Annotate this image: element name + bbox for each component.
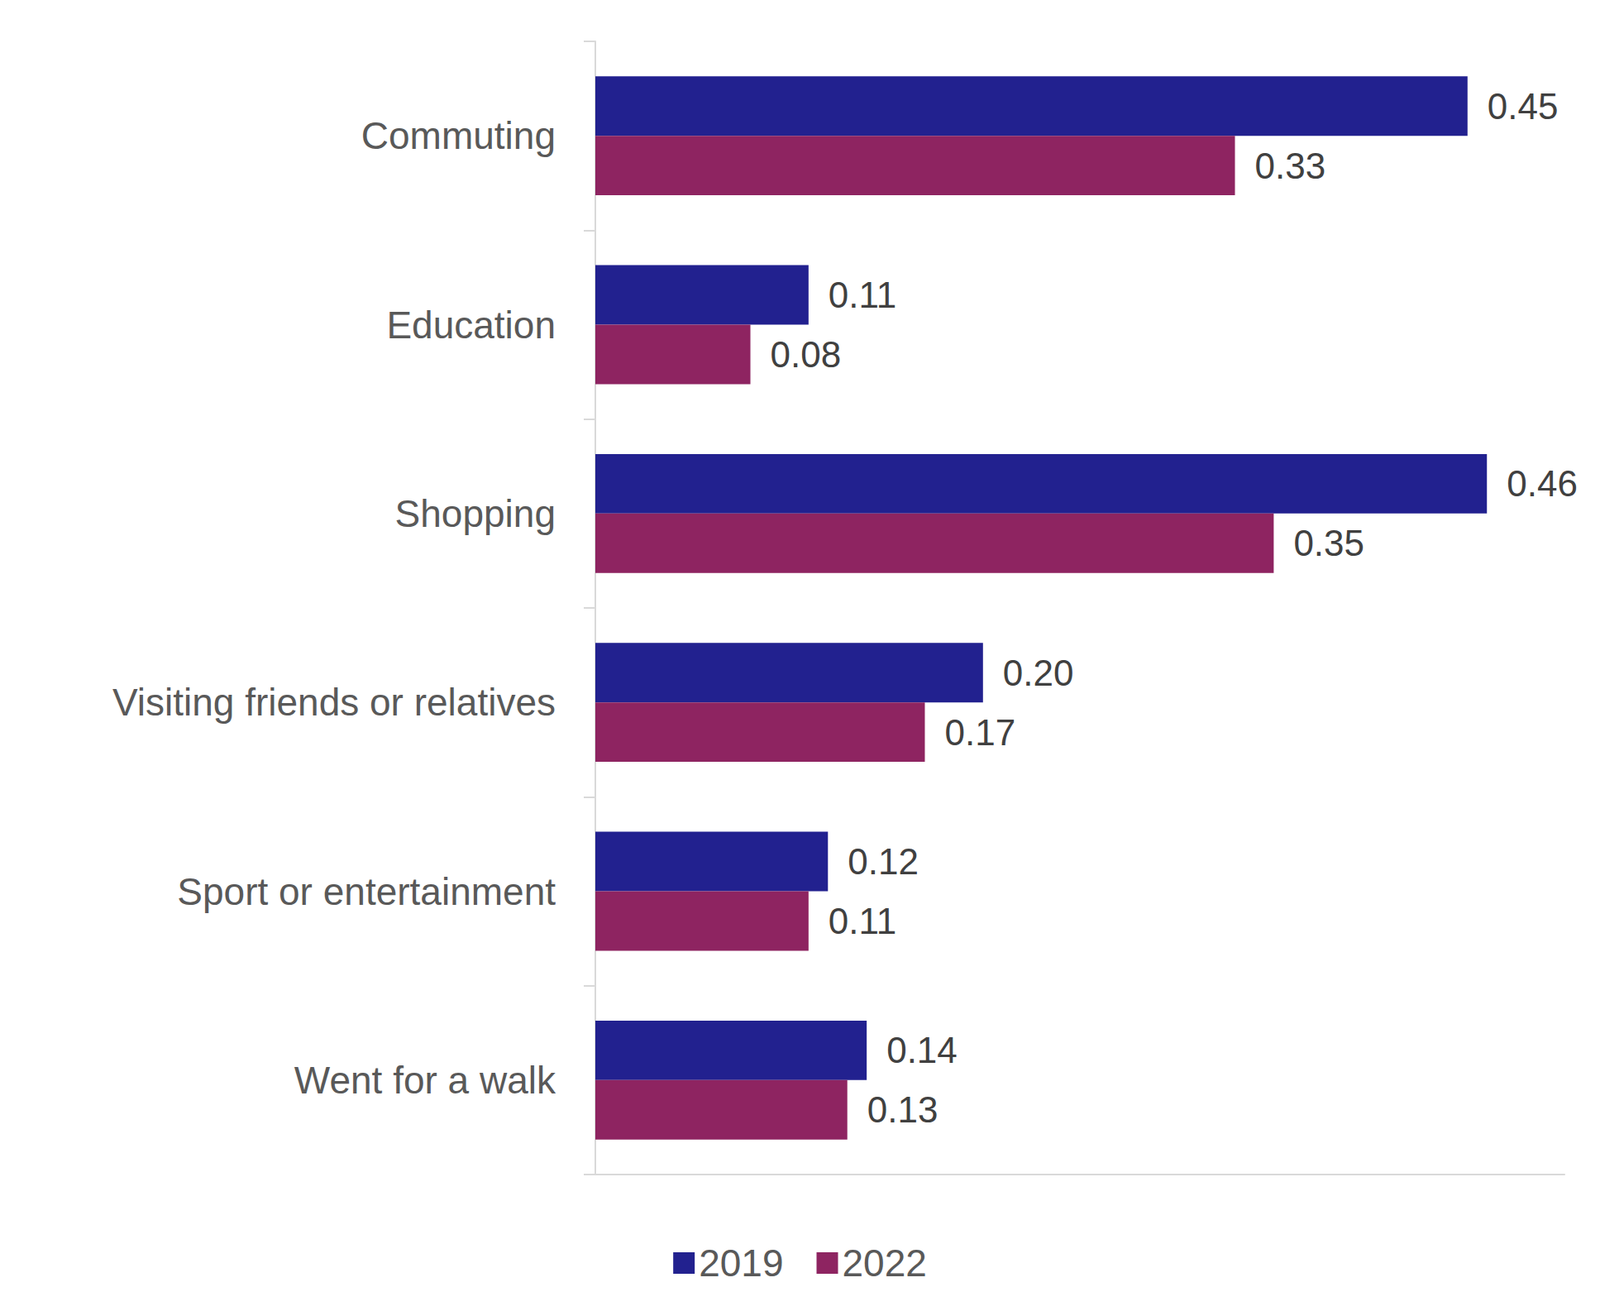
svg-text:Visiting friends or relatives: Visiting friends or relatives	[112, 680, 556, 724]
svg-text:2022: 2022	[842, 1241, 927, 1285]
svg-text:0.11: 0.11	[828, 274, 897, 316]
svg-text:Sport or entertainment: Sport or entertainment	[176, 869, 556, 913]
svg-text:2019: 2019	[698, 1241, 784, 1285]
svg-text:0.08: 0.08	[770, 334, 842, 375]
svg-text:Went for a walk: Went for a walk	[294, 1058, 557, 1102]
svg-text:0.20: 0.20	[1002, 652, 1075, 693]
svg-text:0.35: 0.35	[1293, 522, 1365, 564]
svg-text:0.12: 0.12	[847, 840, 919, 882]
svg-text:0.46: 0.46	[1506, 463, 1578, 504]
svg-text:0.14: 0.14	[886, 1029, 958, 1070]
svg-text:0.13: 0.13	[867, 1088, 939, 1130]
svg-text:0.17: 0.17	[944, 711, 1016, 753]
svg-text:0.33: 0.33	[1255, 145, 1327, 187]
svg-text:Education: Education	[386, 303, 556, 347]
svg-text:Commuting: Commuting	[361, 114, 556, 158]
svg-text:0.11: 0.11	[828, 900, 897, 941]
svg-text:0.45: 0.45	[1487, 85, 1559, 127]
svg-text:Shopping: Shopping	[395, 491, 556, 535]
